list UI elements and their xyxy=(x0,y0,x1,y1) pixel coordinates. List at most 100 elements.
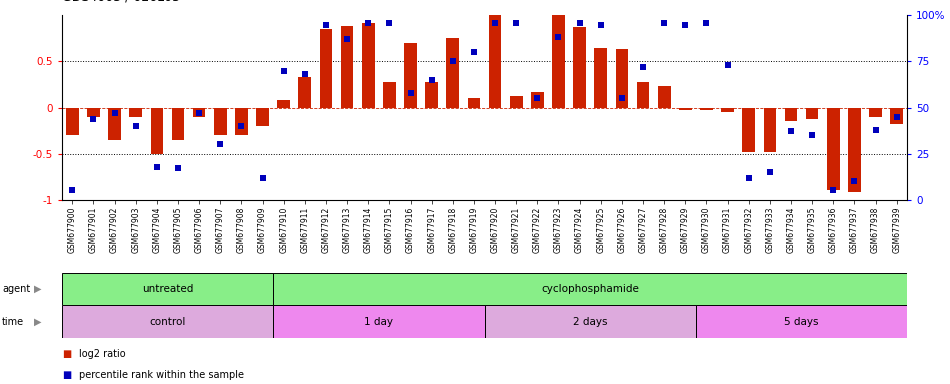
Point xyxy=(339,36,354,42)
Text: percentile rank within the sample: percentile rank within the sample xyxy=(79,370,244,380)
Bar xyxy=(274,273,907,305)
Point xyxy=(107,110,123,116)
Bar xyxy=(235,108,248,135)
Point xyxy=(593,22,608,28)
Bar xyxy=(383,82,396,108)
Point xyxy=(297,71,313,78)
Point xyxy=(65,187,80,194)
Text: 2 days: 2 days xyxy=(573,316,607,327)
Point xyxy=(656,20,672,26)
Bar xyxy=(484,305,696,338)
Bar xyxy=(616,50,628,108)
Bar xyxy=(700,108,712,110)
Point xyxy=(826,187,841,194)
Point xyxy=(530,95,545,101)
Point xyxy=(424,77,439,83)
Point xyxy=(508,20,523,26)
Point xyxy=(720,62,735,68)
Bar xyxy=(467,98,481,108)
Point xyxy=(276,68,292,74)
Point xyxy=(255,174,270,180)
Bar xyxy=(66,108,79,135)
Text: ■: ■ xyxy=(62,370,71,380)
Bar xyxy=(319,29,332,108)
Point xyxy=(699,20,714,26)
Bar xyxy=(869,108,882,117)
Bar xyxy=(721,108,734,112)
Point xyxy=(318,22,333,28)
Bar xyxy=(341,26,353,108)
Point xyxy=(466,49,482,55)
Bar xyxy=(277,100,290,108)
Point xyxy=(741,174,756,180)
Bar xyxy=(764,108,776,152)
Point xyxy=(868,127,884,133)
Point xyxy=(170,165,185,171)
Bar xyxy=(446,38,459,108)
Text: ■: ■ xyxy=(62,349,71,359)
Point xyxy=(403,90,418,96)
Point xyxy=(192,110,207,116)
Text: 5 days: 5 days xyxy=(785,316,819,327)
Point xyxy=(784,128,799,134)
Point xyxy=(86,116,101,122)
Bar xyxy=(826,108,840,190)
Bar xyxy=(214,108,227,135)
Bar xyxy=(256,108,269,126)
Text: cyclophosphamide: cyclophosphamide xyxy=(542,284,639,294)
Point xyxy=(487,20,503,26)
Text: log2 ratio: log2 ratio xyxy=(79,349,125,359)
Bar xyxy=(108,108,121,140)
Point xyxy=(446,58,461,65)
Point xyxy=(677,22,693,28)
Bar xyxy=(657,86,671,108)
Bar xyxy=(679,108,692,110)
Bar xyxy=(193,108,205,117)
Bar xyxy=(362,23,374,108)
Bar xyxy=(488,15,502,108)
Text: agent: agent xyxy=(2,284,30,294)
Bar xyxy=(274,305,484,338)
Point xyxy=(234,123,249,129)
Bar xyxy=(806,108,819,119)
Bar xyxy=(531,92,543,108)
Text: ▶: ▶ xyxy=(34,316,42,327)
Bar xyxy=(848,108,861,192)
Bar xyxy=(510,96,522,108)
Bar xyxy=(785,108,797,121)
Bar xyxy=(172,108,184,140)
Bar xyxy=(595,48,607,108)
Point xyxy=(382,20,397,26)
Text: time: time xyxy=(2,316,24,327)
Bar xyxy=(636,82,650,108)
Point xyxy=(636,64,651,70)
Bar xyxy=(742,108,755,152)
Bar xyxy=(573,27,586,108)
Point xyxy=(551,35,566,41)
Point xyxy=(889,114,904,120)
Point xyxy=(805,132,820,138)
Bar xyxy=(62,305,274,338)
Bar xyxy=(129,108,142,117)
Point xyxy=(128,123,143,129)
Bar xyxy=(404,43,417,108)
Point xyxy=(149,164,164,170)
Text: untreated: untreated xyxy=(142,284,193,294)
Point xyxy=(846,178,862,184)
Text: control: control xyxy=(149,316,185,327)
Point xyxy=(572,20,587,26)
Bar xyxy=(552,15,565,108)
Text: 1 day: 1 day xyxy=(364,316,393,327)
Point xyxy=(213,141,228,147)
Bar xyxy=(87,108,100,117)
Bar xyxy=(696,305,907,338)
Text: ▶: ▶ xyxy=(34,284,42,294)
Bar xyxy=(62,273,274,305)
Bar xyxy=(890,108,903,124)
Point xyxy=(361,20,376,26)
Bar xyxy=(298,77,312,108)
Bar xyxy=(150,108,163,154)
Text: GDS4003 / 026L03: GDS4003 / 026L03 xyxy=(62,0,180,4)
Point xyxy=(762,169,777,175)
Point xyxy=(615,95,630,101)
